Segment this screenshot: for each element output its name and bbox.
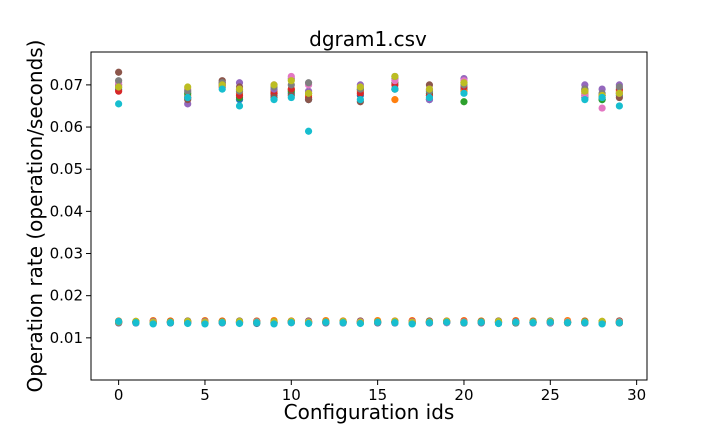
data-point [322,318,330,326]
data-point [460,319,468,327]
data-point [408,320,416,328]
x-tick-label: 30 [627,386,646,404]
y-tick-label: 0.05 [50,160,83,178]
data-point [115,317,123,325]
data-point [581,96,589,104]
data-point [615,83,623,91]
data-point [460,98,468,106]
data-point [391,72,399,81]
data-point [581,87,589,95]
data-point [563,319,572,327]
data-point [598,320,606,328]
data-point [339,319,347,327]
data-point [184,319,192,328]
data-point [287,319,295,327]
y-tick-label: 0.07 [50,76,83,94]
x-axis-label: Configuration ids [284,400,455,424]
data-point [477,318,485,326]
data-point [391,319,399,327]
data-point [615,102,623,110]
data-point [374,318,382,326]
data-point [218,319,226,327]
data-point [304,96,313,104]
data-point [512,318,520,326]
data-point [235,319,244,328]
y-axis-label: Operation rate (operation/seconds) [23,40,47,393]
y-tick-label: 0.02 [50,287,83,305]
data-point [184,93,192,102]
data-point [115,77,123,85]
data-point [356,83,364,91]
data-point [356,319,364,328]
chart-title: dgram1.csv [309,27,427,51]
data-point [115,68,123,76]
y-tick-label: 0.01 [50,329,83,347]
data-point [201,320,209,328]
data-point [356,96,364,104]
data-point [270,81,278,89]
data-point [184,83,192,91]
data-point [304,79,313,87]
data-point [166,319,175,327]
y-tick-label: 0.03 [50,245,83,263]
y-tick-label: 0.04 [50,202,83,220]
data-point [304,127,313,135]
data-point [287,93,295,102]
data-point [132,319,140,327]
x-tick-label: 0 [114,386,124,404]
data-point [115,83,123,91]
data-point [391,85,399,93]
data-point [253,319,261,327]
y-tick-label: 0.06 [50,118,83,136]
data-point [460,79,468,87]
data-point [615,319,623,327]
data-point [304,89,313,97]
data-point [598,93,606,102]
data-point [115,100,123,108]
data-point [425,93,434,102]
x-tick-label: 10 [282,386,301,404]
y-axis: 0.01 0.02 0.03 0.04 0.05 0.06 0.07 [50,76,91,347]
data-point [546,318,554,326]
data-point [218,85,226,93]
data-point [529,319,537,327]
x-axis: 0 5 10 15 20 25 30 [114,380,646,404]
data-point [425,319,434,327]
data-point [460,89,468,97]
data-point [235,102,244,110]
x-tick-label: 5 [200,386,210,404]
x-tick-label: 25 [541,386,560,404]
data-point [443,318,451,326]
data-point [391,96,399,104]
data-point [615,89,623,97]
data-point [304,319,313,328]
plot-frame [90,51,648,381]
data-point [425,85,434,93]
data-point [598,104,606,112]
data-point [287,77,295,85]
data-point [581,319,589,327]
data-point [235,85,244,93]
x-tick-label: 20 [454,386,473,404]
data-point [494,319,503,328]
points-layer [115,68,623,328]
data-point [149,320,157,328]
data-point [270,320,278,328]
data-point [270,96,278,104]
x-tick-label: 15 [368,386,387,404]
